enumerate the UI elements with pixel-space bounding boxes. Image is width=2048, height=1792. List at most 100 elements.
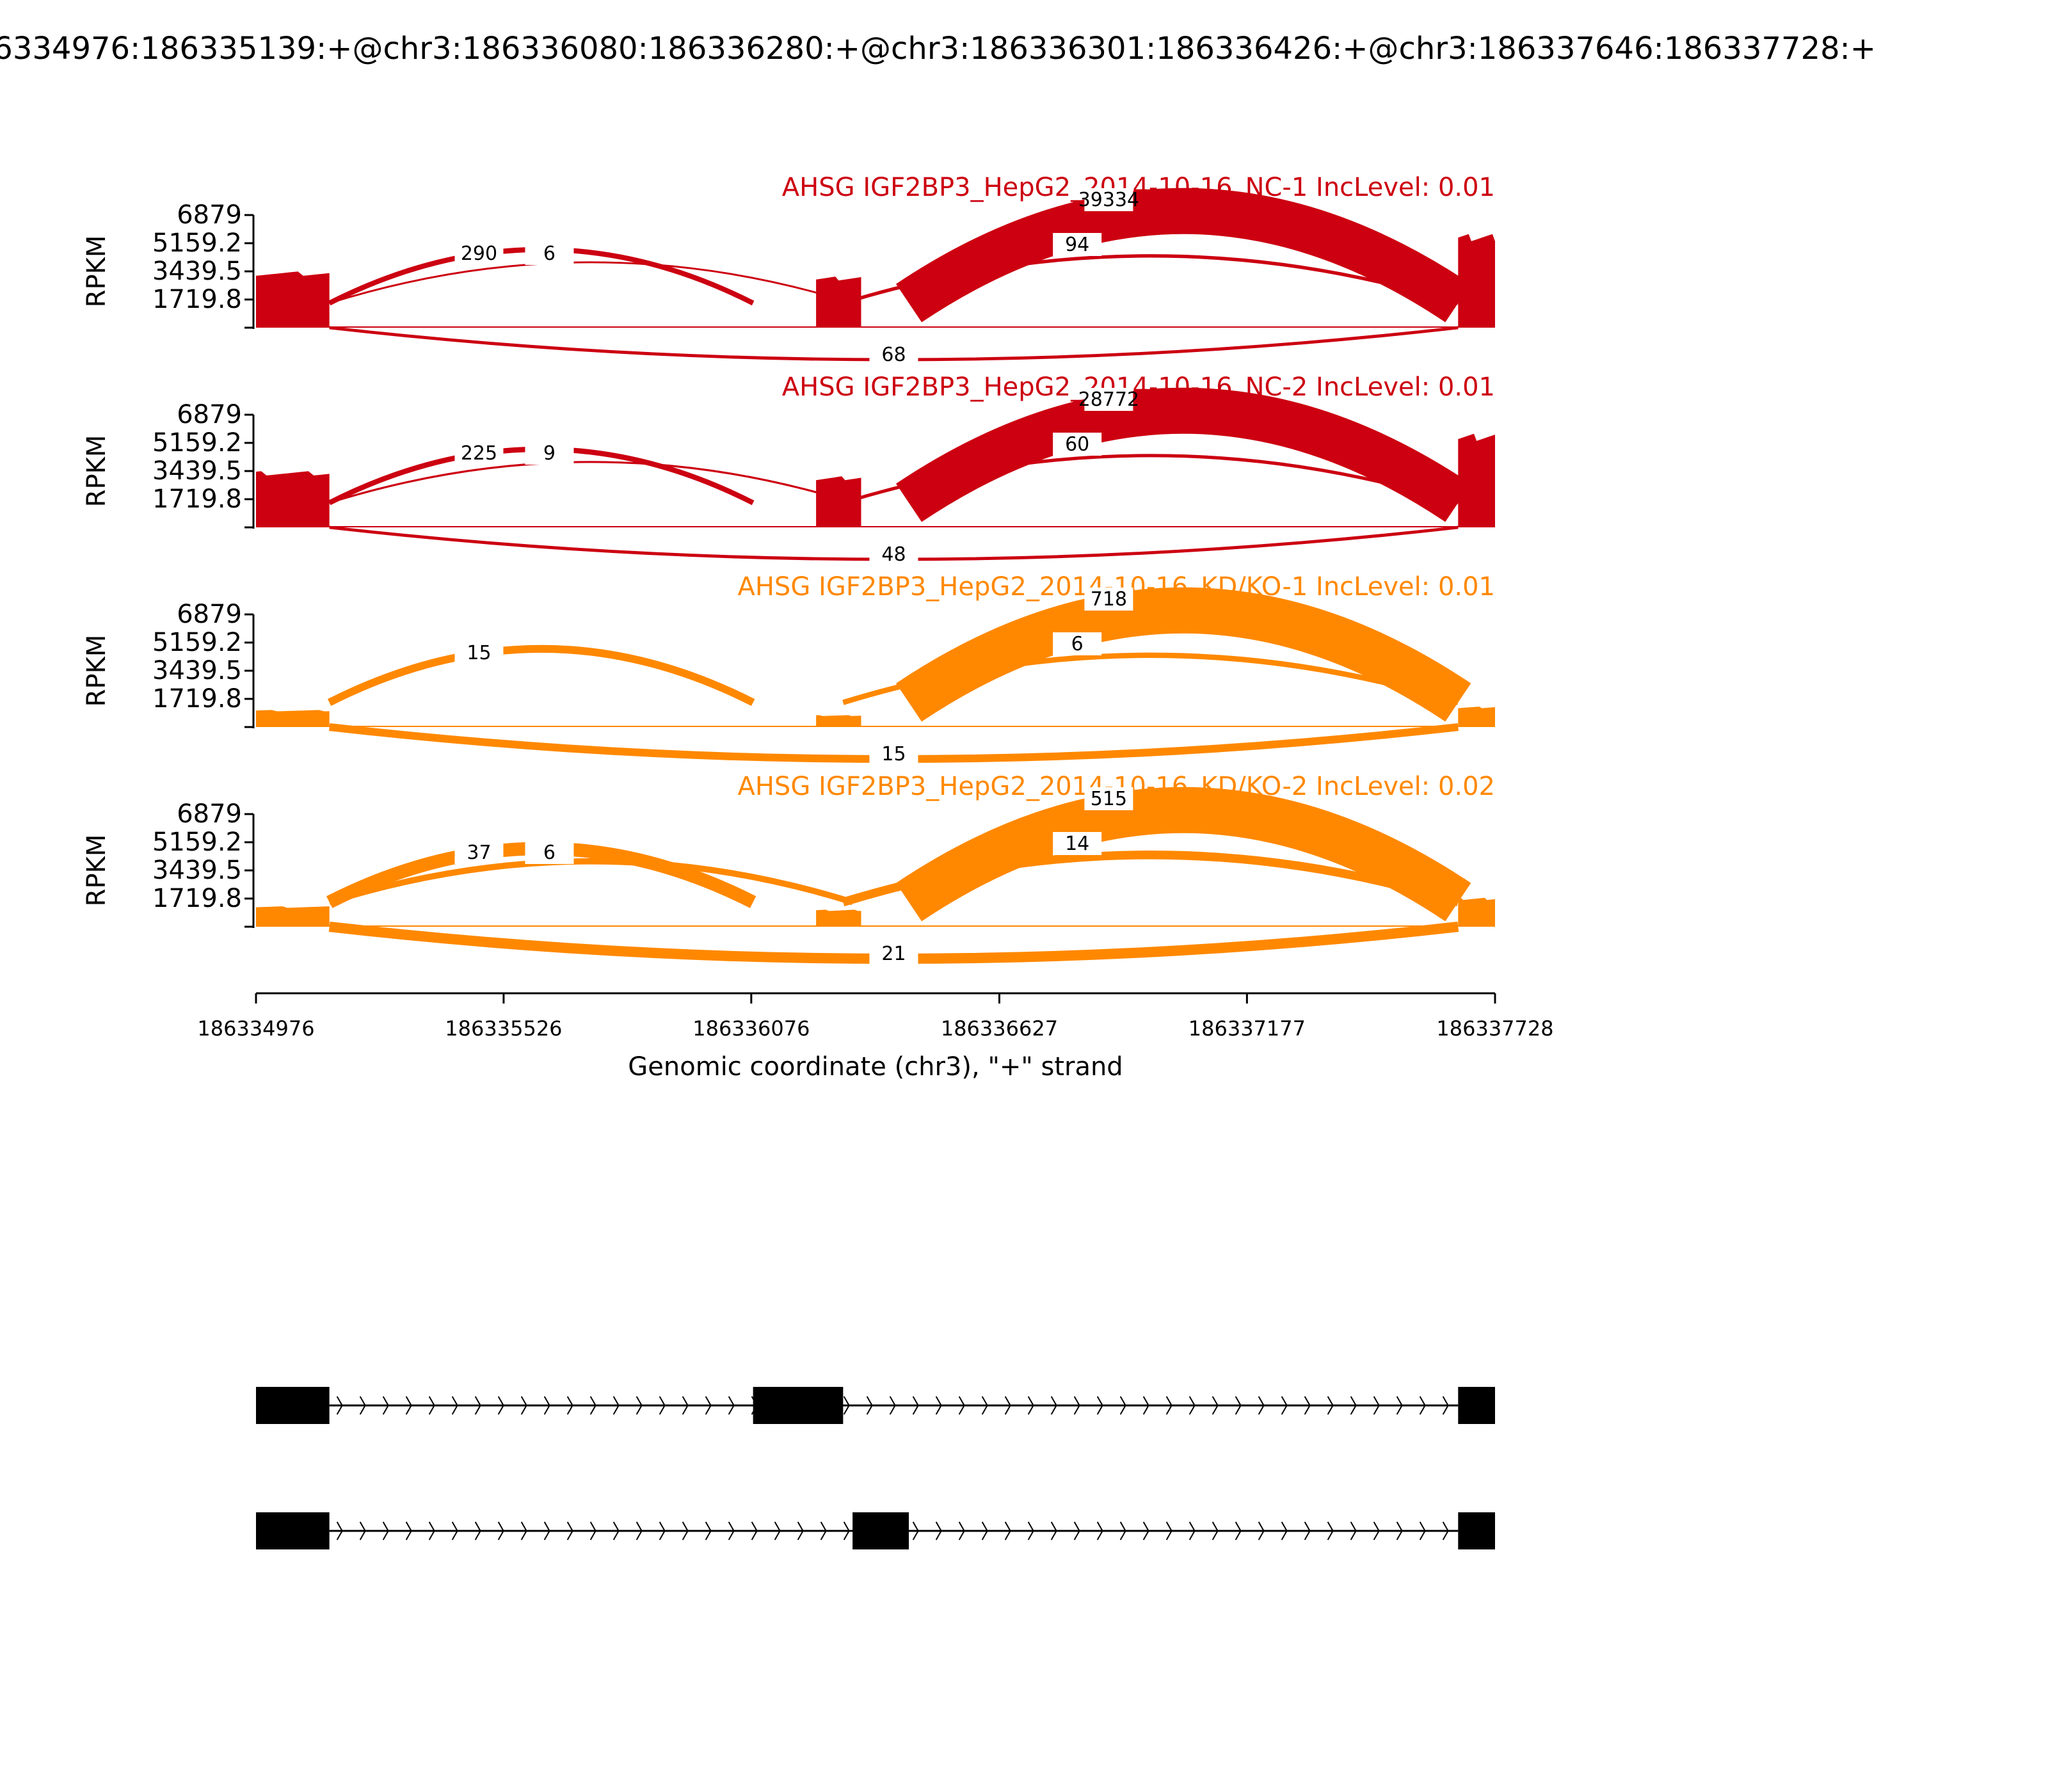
- strand-arrow-icon: [1396, 1396, 1403, 1415]
- strand-arrow-icon: [843, 1521, 850, 1540]
- strand-arrow-icon: [1235, 1521, 1242, 1540]
- strand-arrow-icon: [1419, 1396, 1426, 1415]
- junction-count: 14: [1065, 833, 1089, 855]
- junction-count: 718: [1091, 588, 1127, 611]
- y-tick-label: 1719.8: [152, 884, 242, 913]
- strand-arrow-icon: [428, 1396, 435, 1415]
- junction-arc: [896, 587, 1471, 722]
- junction-label-bg: [454, 442, 504, 465]
- y-tick-label: 6879: [177, 799, 242, 829]
- junction-count: 15: [881, 743, 906, 765]
- strand-arrow-icon: [1258, 1521, 1265, 1540]
- strand-arrow-icon: [1235, 1396, 1242, 1415]
- x-tick-label: 186335526: [445, 1016, 562, 1041]
- strand-arrow-icon: [866, 1396, 873, 1415]
- junction-count: 290: [461, 243, 497, 265]
- strand-arrow-icon: [1396, 1521, 1403, 1540]
- strand-arrow-icon: [935, 1521, 942, 1540]
- strand-arrow-icon: [612, 1396, 620, 1415]
- junction-arc: [329, 461, 853, 504]
- strand-arrow-icon: [682, 1521, 689, 1540]
- exon-block-1: [256, 1387, 330, 1424]
- exon-block-1: [256, 1512, 330, 1549]
- strand-arrow-icon: [382, 1396, 389, 1415]
- junction-arc: [896, 787, 1471, 922]
- strand-arrow-icon: [1165, 1521, 1172, 1540]
- junction-label-bg: [454, 242, 504, 265]
- strand-arrow-icon: [1373, 1521, 1380, 1540]
- strand-arrow-icon: [359, 1521, 366, 1540]
- strand-arrow-icon: [1096, 1521, 1103, 1540]
- strand-arrow-icon: [912, 1521, 919, 1540]
- junction-label-bg: [454, 641, 504, 664]
- strand-arrow-icon: [1281, 1521, 1288, 1540]
- junction-arc: [842, 652, 1459, 705]
- strand-arrow-icon: [1350, 1521, 1357, 1540]
- strand-arrow-icon: [1212, 1396, 1219, 1415]
- y-tick-label: 3439.5: [152, 656, 242, 685]
- y-tick-label: 5159.2: [152, 828, 242, 857]
- strand-arrow-icon: [1119, 1396, 1126, 1415]
- strand-arrow-icon: [1327, 1521, 1334, 1540]
- junction-arc: [328, 858, 854, 906]
- junction-count: 37: [467, 842, 491, 864]
- strand-arrow-icon: [935, 1396, 942, 1415]
- coverage-exon-3: [1458, 234, 1495, 328]
- strand-arrow-icon: [359, 1396, 366, 1415]
- strand-arrow-icon: [751, 1521, 758, 1540]
- strand-arrow-icon: [520, 1396, 527, 1415]
- gene-model-2: [256, 1512, 1495, 1549]
- strand-arrow-icon: [566, 1396, 573, 1415]
- figure-title: chr3:186334976:186335139:+@chr3:18633608…: [0, 31, 1876, 67]
- y-tick-label: 5159.2: [152, 428, 242, 458]
- strand-arrow-icon: [543, 1521, 550, 1540]
- strand-arrow-icon: [1004, 1396, 1011, 1415]
- strand-arrow-icon: [474, 1521, 481, 1540]
- x-axis: 186334976 186335526 186336076 186336627 1863…: [197, 992, 1554, 1041]
- y-axis-label: RPKM: [82, 435, 111, 508]
- strand-arrow-icon: [705, 1396, 712, 1415]
- strand-arrow-icon: [1119, 1521, 1126, 1540]
- coverage-exon-2: [816, 276, 861, 328]
- strand-arrow-icon: [1142, 1396, 1149, 1415]
- junction-label-bg: [525, 442, 574, 465]
- coverage-exon-1: [256, 906, 330, 927]
- junction-arc: [896, 387, 1471, 522]
- junction-count: 6: [543, 243, 556, 265]
- strand-arrow-icon: [1281, 1396, 1288, 1415]
- y-tick-label: 6879: [177, 600, 242, 629]
- junction-label-bg: [1053, 632, 1102, 655]
- strand-arrow-icon: [1212, 1521, 1219, 1540]
- junction-arc: [896, 188, 1471, 323]
- junction-count: 39334: [1078, 189, 1139, 211]
- strand-arrow-icon: [889, 1396, 896, 1415]
- junction-label-bg: [525, 242, 574, 265]
- y-tick-label: 1719.8: [152, 285, 242, 314]
- strand-arrow-icon: [451, 1396, 458, 1415]
- coverage-exon-3: [1458, 707, 1495, 727]
- strand-arrow-icon: [636, 1396, 643, 1415]
- x-tick-label: 186336627: [941, 1016, 1058, 1041]
- strand-arrow-icon: [1188, 1396, 1196, 1415]
- y-tick-label: 6879: [177, 400, 242, 429]
- junction-label-bg: [1084, 188, 1133, 211]
- strand-arrow-icon: [497, 1521, 504, 1540]
- junction-label-bg: [1084, 588, 1133, 611]
- junction-count: 28772: [1078, 388, 1139, 411]
- strand-arrow-icon: [336, 1396, 343, 1415]
- strand-arrow-icon: [497, 1396, 504, 1415]
- strand-arrow-icon: [1304, 1521, 1311, 1540]
- strand-arrow-icon: [774, 1521, 781, 1540]
- junction-arc: [842, 851, 1460, 907]
- strand-arrow-icon: [1073, 1396, 1080, 1415]
- strand-arrow-icon: [1188, 1521, 1196, 1540]
- y-axis-label: RPKM: [82, 635, 111, 707]
- junction-label-bg: [869, 343, 918, 366]
- strand-arrow-icon: [1027, 1396, 1034, 1415]
- strand-arrow-icon: [705, 1521, 712, 1540]
- x-tick-label: 186337728: [1436, 1016, 1553, 1041]
